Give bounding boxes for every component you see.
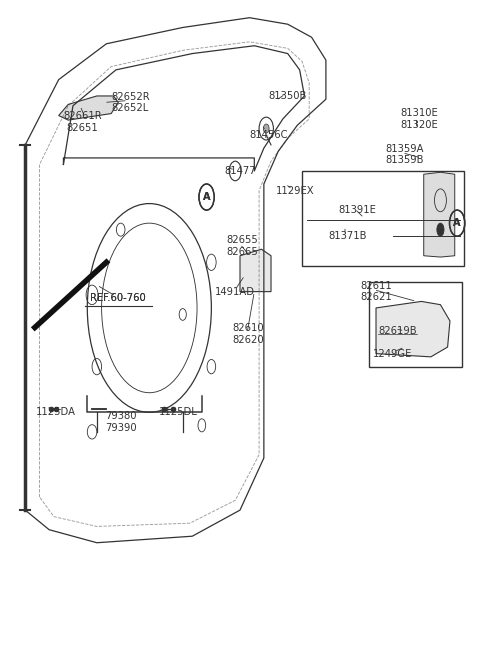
Text: 81310E
81320E: 81310E 81320E [400, 108, 438, 130]
Text: 81371B: 81371B [328, 231, 367, 241]
Text: 79380
79390: 79380 79390 [105, 411, 136, 433]
Text: A: A [203, 192, 210, 202]
Text: 82611
82621: 82611 82621 [360, 281, 392, 303]
Bar [369, 282, 462, 367]
Ellipse shape [264, 124, 269, 133]
Text: REF.60-760: REF.60-760 [90, 293, 146, 303]
Polygon shape [424, 172, 455, 257]
Polygon shape [59, 96, 118, 120]
Text: 81391E: 81391E [338, 205, 376, 215]
Bar [302, 171, 464, 265]
Text: A: A [454, 218, 461, 228]
Text: 82661R
82651: 82661R 82651 [63, 111, 102, 133]
Text: REF.60-760: REF.60-760 [90, 293, 146, 303]
Text: 1125DL: 1125DL [158, 407, 197, 417]
Text: 82655
82665: 82655 82665 [227, 235, 258, 257]
Text: 81456C: 81456C [250, 130, 288, 140]
Text: 81350B: 81350B [268, 91, 307, 101]
Polygon shape [376, 301, 450, 357]
Text: 82610
82620: 82610 82620 [233, 323, 264, 345]
Ellipse shape [437, 223, 444, 236]
Text: 1129EX: 1129EX [276, 185, 314, 196]
Text: 82619B: 82619B [378, 326, 417, 336]
Text: 82652R
82652L: 82652R 82652L [111, 92, 150, 113]
Text: 1491AD: 1491AD [215, 287, 255, 297]
Text: 81359A
81359B: 81359A 81359B [385, 144, 424, 166]
Text: A: A [203, 192, 210, 202]
Text: A: A [454, 218, 461, 228]
Polygon shape [240, 250, 271, 291]
Text: 81477: 81477 [224, 166, 256, 176]
Text: 1249GE: 1249GE [373, 348, 412, 358]
Text: 1125DA: 1125DA [36, 407, 76, 417]
